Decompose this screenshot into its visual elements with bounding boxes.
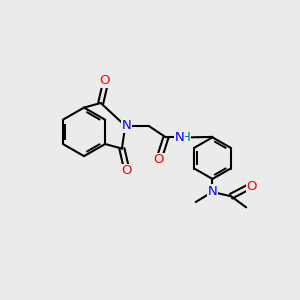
- Text: O: O: [100, 74, 110, 87]
- Text: H: H: [181, 131, 190, 144]
- Text: N: N: [208, 185, 217, 198]
- Text: N: N: [122, 119, 131, 132]
- Text: O: O: [154, 154, 164, 166]
- Text: O: O: [121, 164, 131, 177]
- Text: N: N: [175, 131, 184, 144]
- Text: O: O: [247, 180, 257, 193]
